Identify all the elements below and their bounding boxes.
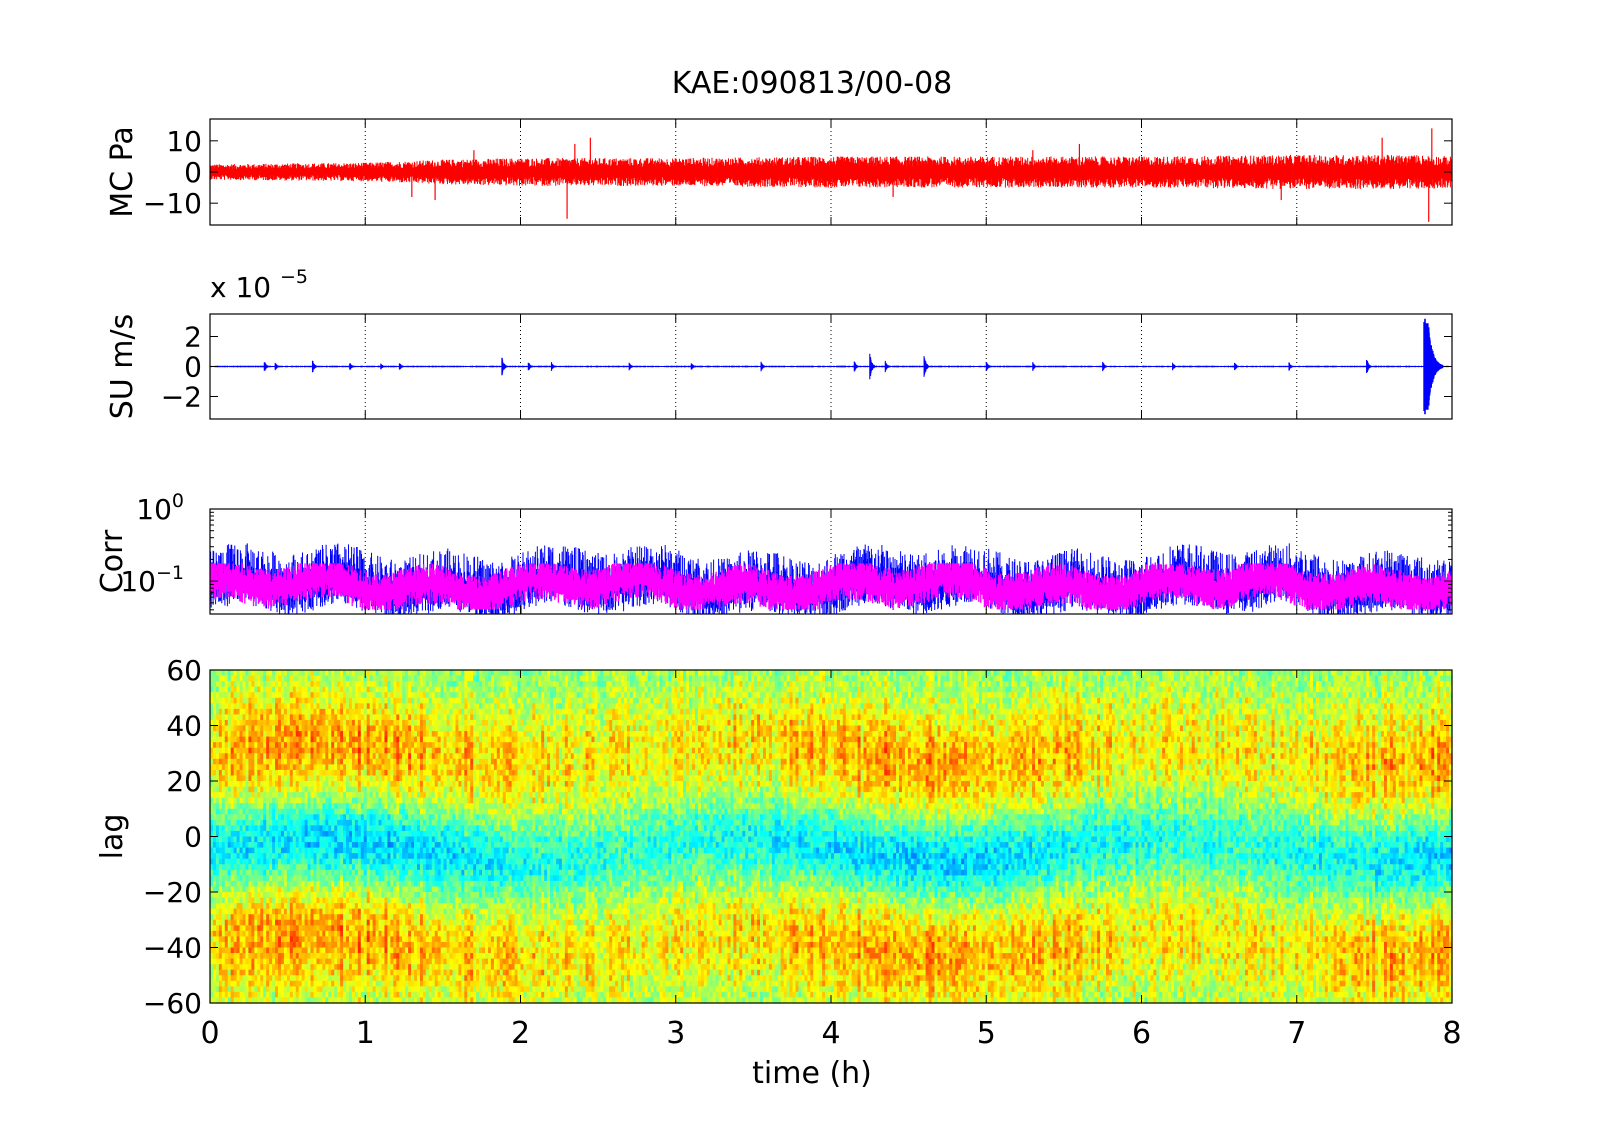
series-mc-trace <box>210 154 1452 189</box>
event-burst <box>1423 318 1444 415</box>
y-ticks-su: 20−2 <box>161 321 1452 414</box>
chart-title: KAE:090813/00-08 <box>672 66 953 101</box>
log-minor-ticks <box>210 511 1452 611</box>
event-burst <box>1288 362 1295 371</box>
y-tick-label: 60 <box>166 654 202 687</box>
event-burst <box>760 361 767 372</box>
event-burst <box>263 362 270 371</box>
y-axis-label-lag: lag <box>95 814 130 860</box>
event-burst <box>884 360 891 373</box>
event-burst <box>1032 362 1039 371</box>
event-burst <box>274 362 281 371</box>
event-burst <box>311 360 319 373</box>
event-burst <box>550 362 558 371</box>
y-tick-label: −10 <box>143 187 202 220</box>
event-burst <box>869 353 876 380</box>
x-tick-label: 1 <box>356 1016 375 1051</box>
series-su-trace <box>210 365 1452 368</box>
y-exponent: −5 <box>280 266 308 288</box>
event-burst <box>1234 362 1241 371</box>
event-burst <box>380 363 387 370</box>
y-axis-label-corr: Corr <box>95 529 130 593</box>
y-tick-label: 10 <box>166 125 202 158</box>
x-tick-label: 7 <box>1287 1016 1306 1051</box>
y-axis-label-su: SU m/s <box>105 314 140 420</box>
x-axis-label: time (h) <box>752 1056 872 1091</box>
y-tick-label: 20 <box>166 765 202 798</box>
event-burst <box>349 363 356 370</box>
event-burst <box>1102 361 1109 372</box>
event-burst <box>628 362 635 371</box>
event-burst <box>923 356 930 377</box>
x-tick-label: 2 <box>511 1016 530 1051</box>
y-tick-label: −2 <box>161 381 202 414</box>
y-tick-label: 0 <box>184 821 202 854</box>
x-tick-label: 0 <box>200 1016 219 1051</box>
series-corr-magenta <box>210 563 1452 610</box>
x-tick-label: 8 <box>1442 1016 1461 1051</box>
y-tick-label: 2 <box>184 321 202 354</box>
y-ticks-mc: 100−10 <box>143 125 1452 220</box>
y-tick-label: 40 <box>166 710 202 743</box>
x-tick-label: 4 <box>821 1016 840 1051</box>
x-tick-label: 5 <box>977 1016 996 1051</box>
event-burst <box>527 362 534 371</box>
y-ticks-lag: 60 40 20 0 −20 −40 −60 <box>143 654 1452 1020</box>
event-burst <box>1366 360 1373 373</box>
x-tick-labels: 0 1 2 3 4 5 6 7 8 <box>200 1016 1461 1051</box>
y-tick-label: −20 <box>143 876 202 909</box>
event-burst <box>853 361 860 372</box>
event-burst <box>985 362 992 371</box>
event-burst <box>398 363 406 370</box>
y-tick-label: 0 <box>184 156 202 189</box>
x-tick-label: 6 <box>1132 1016 1151 1051</box>
y-tick-label: −40 <box>143 932 202 965</box>
y-tick-label: 100 <box>136 490 184 526</box>
y-axis-label-mc: MC Pa <box>105 126 140 218</box>
y-tick-label: −60 <box>143 987 202 1020</box>
event-burst <box>501 357 508 376</box>
event-burst <box>690 363 697 370</box>
y-tick-label: 0 <box>184 351 202 384</box>
x-tick-label: 3 <box>666 1016 685 1051</box>
heatmap-lag <box>210 670 1453 1004</box>
event-burst <box>1172 362 1179 371</box>
